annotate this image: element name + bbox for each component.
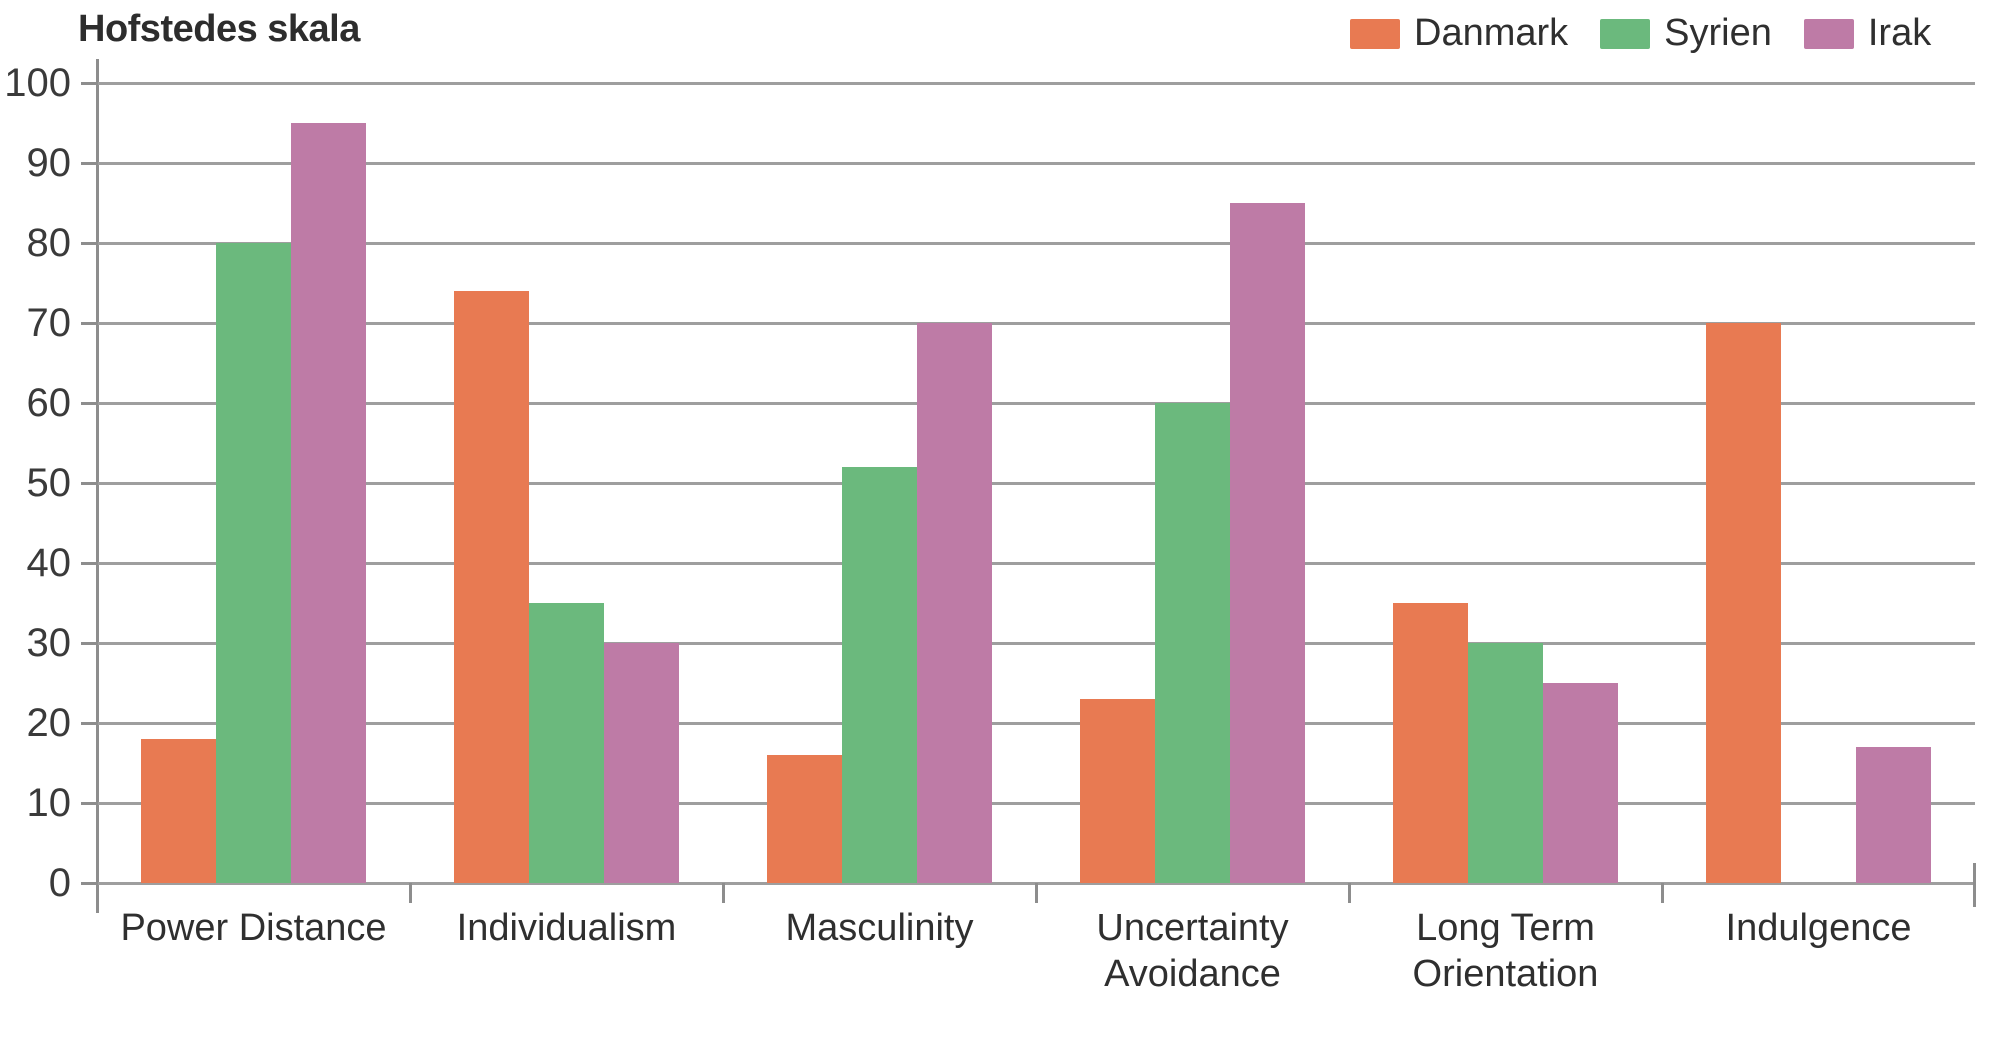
x-tick-4 [1347,883,1351,903]
y-tick-10 [81,801,98,805]
legend-label: Irak [1867,12,1932,54]
category-label-uncertainty-avoidance: Uncertainty Avoidance [1036,905,1349,997]
y-tick-label-90: 90 [26,141,72,185]
bar-syrien-masculinity [842,467,917,883]
chart-title: Hofstedes skala [78,8,360,50]
legend-label: Danmark [1414,12,1569,54]
y-axis-line [96,59,99,913]
y-tick-label-30: 30 [26,621,72,665]
gridline-40 [97,561,1975,565]
y-tick-label-10: 10 [26,781,72,825]
y-tick-label-80: 80 [26,221,72,265]
bar-irak-individualism [604,643,679,883]
legend-item-danmark: Danmark [1350,12,1568,55]
gridline-60 [97,401,1975,405]
category-label-long-term-orientation: Long Term Orientation [1349,905,1662,997]
bar-syrien-uncertainty-avoidance [1155,403,1230,883]
gridline-70 [97,321,1975,325]
gridline-30 [97,641,1975,645]
bar-syrien-power-distance [216,243,291,883]
legend-item-syrien: Syrien [1600,12,1772,55]
legend-swatch-irak [1803,18,1854,49]
x-tick-3 [1034,883,1038,903]
y-tick-20 [81,721,98,725]
category-label-masculinity: Masculinity [723,905,1036,951]
category-label-line: Individualism [456,907,677,949]
gridline-100 [97,81,1975,85]
bar-irak-indulgence [1856,747,1931,883]
y-tick-100 [81,81,98,85]
plot-area: 0 10 20 30 40 50 60 70 80 90 100 Power Distance Indi… [4,59,1976,995]
bar-irak-masculinity [917,323,992,883]
bar-danmark-individualism [454,291,529,883]
legend-item-irak: Irak [1803,12,1932,55]
gridline-50 [97,481,1975,485]
y-tick-30 [81,641,98,645]
gridline-10 [97,801,1975,805]
category-label-power-distance: Power Distance [97,905,410,951]
y-tick-40 [81,561,98,565]
y-tick-label-0: 0 [48,861,71,905]
bar-danmark-masculinity [767,755,842,883]
gridline-80 [97,241,1975,245]
bar-irak-power-distance [291,123,366,883]
x-axis-end-tick [1973,863,1976,907]
y-tick-label-60: 60 [26,381,72,425]
category-label-line: Long Term [1416,907,1595,949]
category-label-line: Indulgence [1725,907,1912,949]
bar-irak-long-term-orientation [1543,683,1618,883]
legend-swatch-danmark [1350,18,1400,49]
x-tick-5 [1660,883,1664,903]
x-tick-1 [408,883,412,903]
legend-swatch-syrien [1600,18,1651,49]
category-label-line: Masculinity [785,907,974,949]
category-label-indulgence: Indulgence [1662,905,1975,951]
gridline-20 [97,721,1975,725]
bar-danmark-power-distance [141,739,216,883]
category-label-line: Avoidance [1104,953,1281,995]
y-tick-label-20: 20 [26,701,72,745]
category-label-line: Orientation [1412,953,1599,995]
bar-danmark-uncertainty-avoidance [1080,699,1155,883]
x-tick-2 [721,883,725,903]
bar-danmark-long-term-orientation [1393,603,1468,883]
y-tick-label-100: 100 [4,61,71,105]
y-tick-60 [81,401,98,405]
bar-danmark-indulgence [1706,323,1781,883]
gridline-90 [97,161,1975,165]
y-tick-0 [81,881,98,885]
bar-irak-uncertainty-avoidance [1230,203,1305,883]
y-tick-50 [81,481,98,485]
y-tick-70 [81,321,98,325]
y-tick-label-50: 50 [26,461,72,505]
legend-label: Syrien [1664,12,1772,54]
category-label-individualism: Individualism [410,905,723,951]
bar-syrien-long-term-orientation [1468,643,1543,883]
y-tick-label-40: 40 [26,541,72,585]
y-tick-90 [81,161,98,165]
category-label-line: Power Distance [120,907,387,949]
y-tick-label-70: 70 [26,301,72,345]
category-label-line: Uncertainty [1096,907,1289,949]
y-tick-80 [81,241,98,245]
bar-syrien-individualism [529,603,604,883]
legend: Danmark Syrien Irak [1350,12,1931,55]
